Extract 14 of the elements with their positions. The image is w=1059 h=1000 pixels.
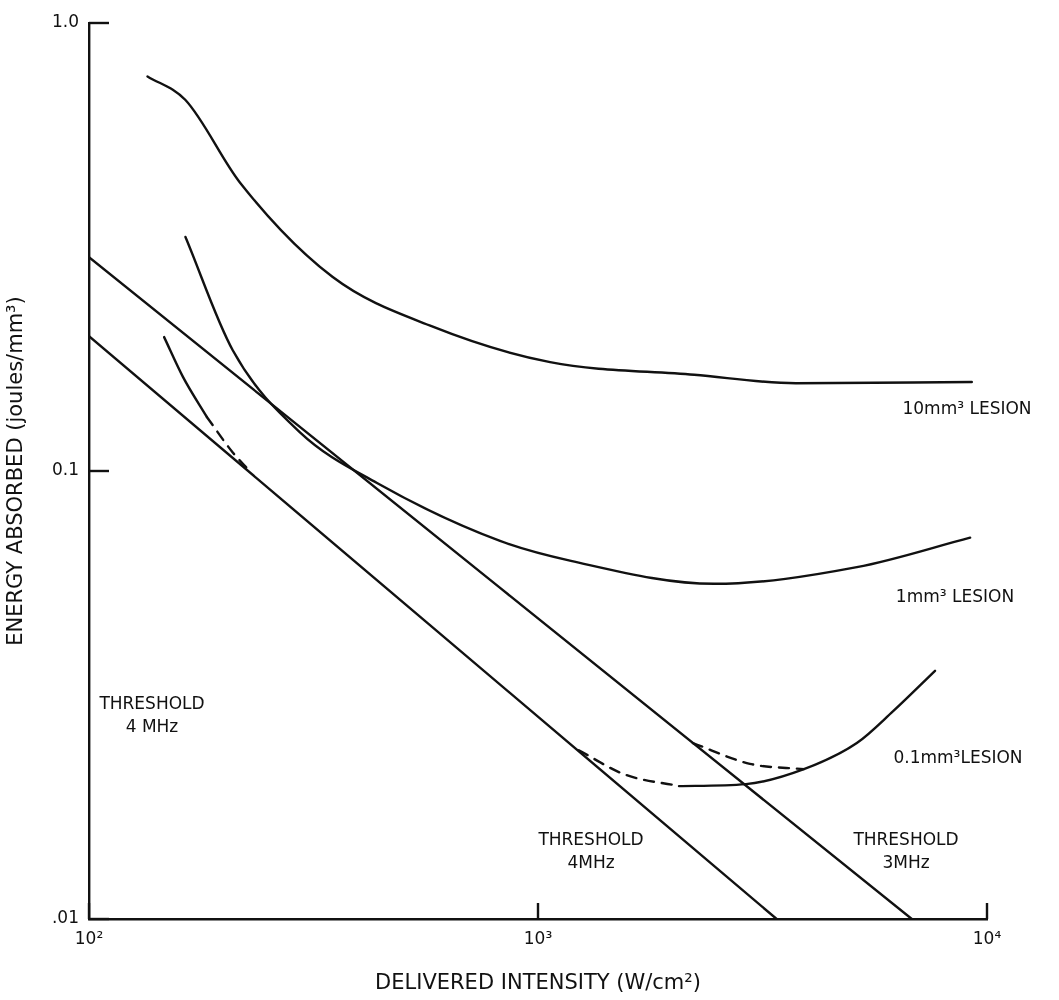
annotation: THRESHOLD 3MHz — [852, 828, 959, 872]
y-tick-label: 0.1 — [51, 459, 79, 480]
y-tick-label: .01 — [51, 907, 79, 928]
x-tick-label: 10⁴ — [972, 927, 1002, 948]
x-tick-label: 10³ — [523, 927, 553, 948]
annotation: 0.1mm³LESION — [893, 747, 1023, 768]
y-axis-title: ENERGY ABSORBED (joules/mm³) — [3, 296, 28, 646]
x-axis-title: DELIVERED INTENSITY (W/cm²) — [375, 969, 701, 994]
y-tick-label: 1.0 — [51, 11, 79, 32]
annotation: 10mm³ LESION — [902, 398, 1032, 419]
annotation: THRESHOLD 4 MHz — [98, 692, 205, 736]
x-tick-label: 10² — [74, 927, 104, 948]
annotation: THRESHOLD 4MHz — [537, 828, 644, 872]
annotation: 1mm³ LESION — [895, 586, 1015, 607]
